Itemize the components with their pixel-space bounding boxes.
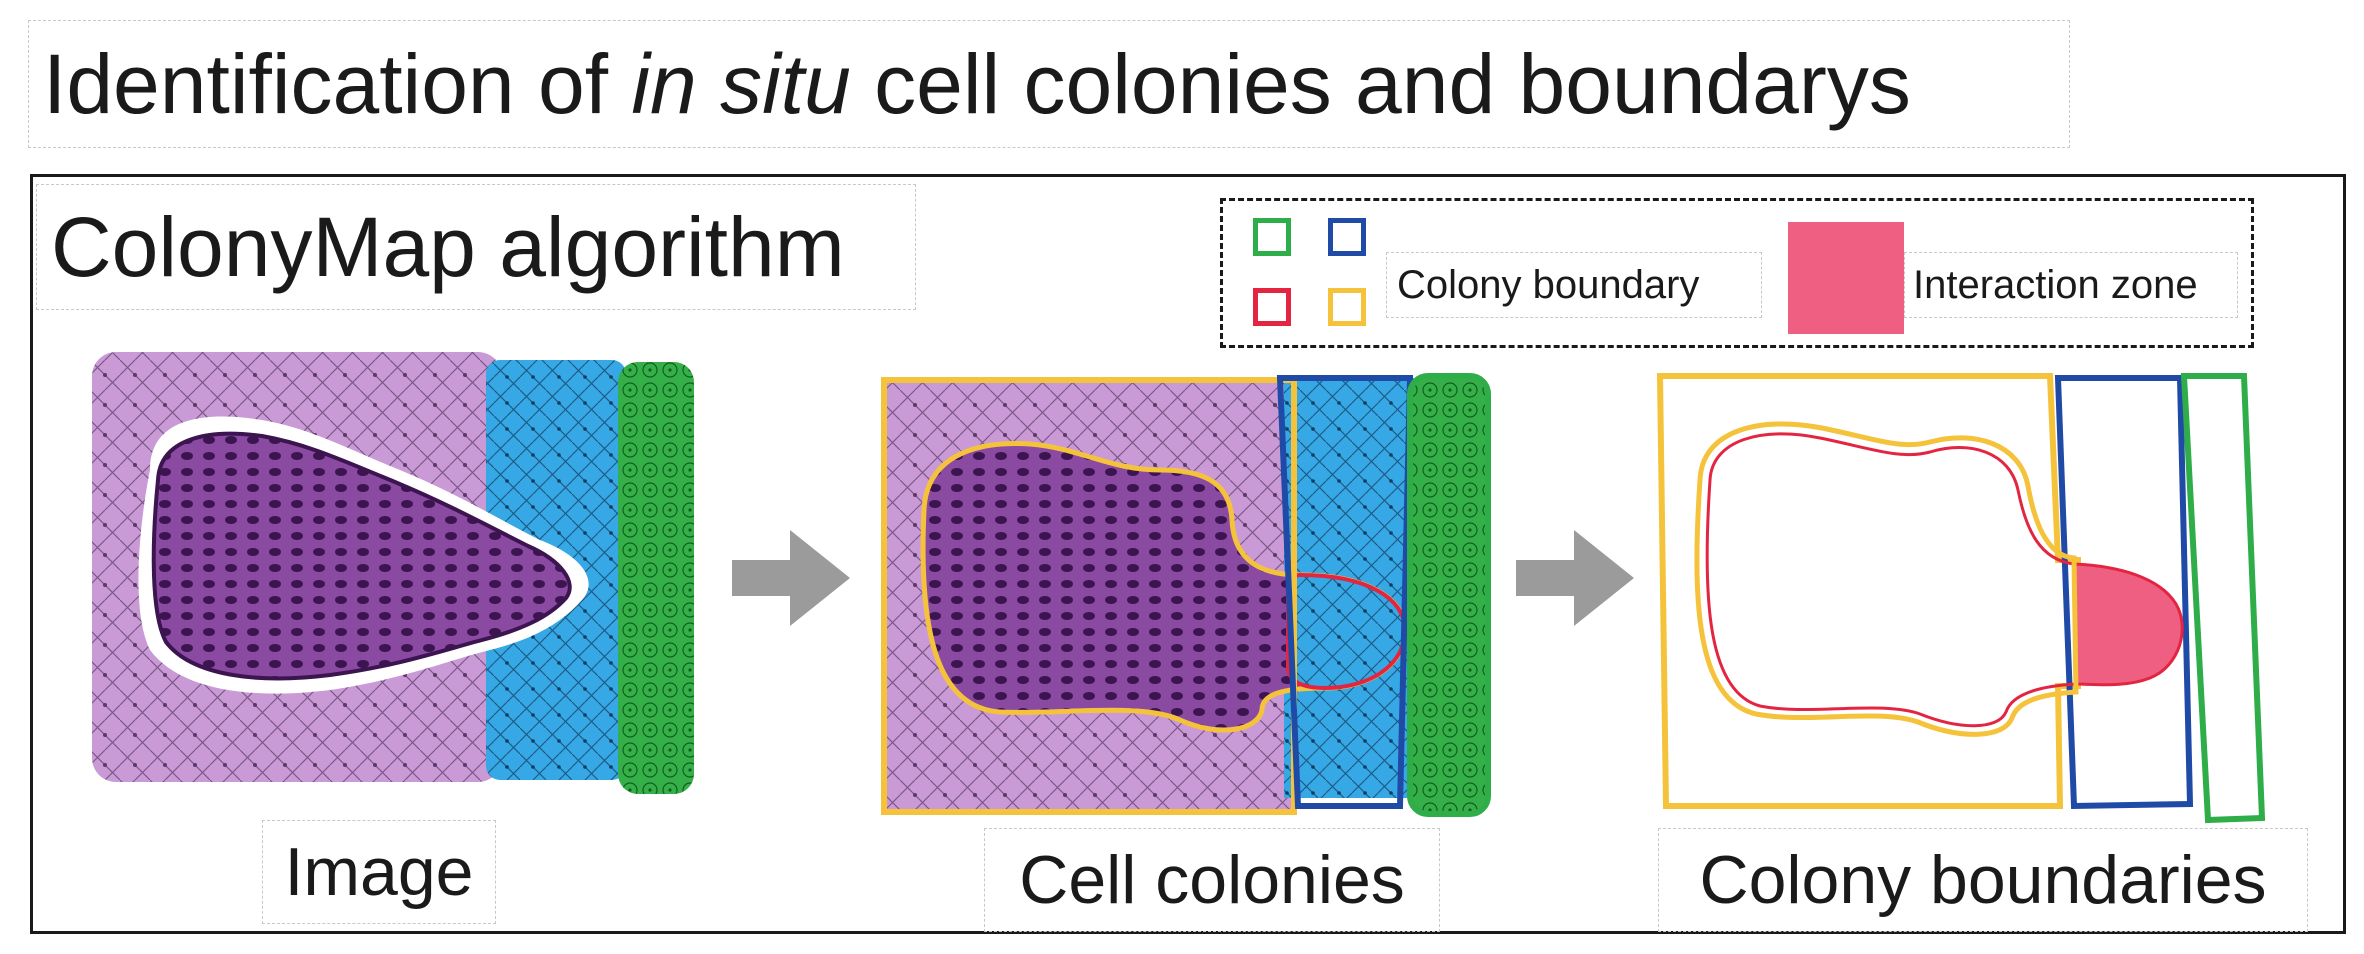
green-tissue xyxy=(1410,378,1486,812)
arrow-icon xyxy=(732,530,850,626)
dark-colony xyxy=(151,431,572,681)
title-italic: in situ xyxy=(631,36,851,131)
interaction-zone xyxy=(2072,562,2184,687)
legend-zone-label: Interaction zone xyxy=(1904,252,2238,318)
legend-boundary-label: Colony boundary xyxy=(1386,252,1762,318)
caption-image: Image xyxy=(262,820,496,924)
panel-frame xyxy=(30,174,2346,934)
legend xyxy=(1220,198,2254,348)
caption-cell-colonies: Cell colonies xyxy=(984,828,1440,932)
yellow-boundary xyxy=(881,377,1297,815)
figure-title: Identification of in situ cell colonies … xyxy=(28,20,2070,148)
legend-swatch-red xyxy=(1253,288,1291,326)
colonies-panel xyxy=(881,373,1491,817)
legend-swatch-yellow xyxy=(1328,288,1366,326)
blue-boundary xyxy=(2054,375,2194,810)
caption-colony-boundaries: Colony boundaries xyxy=(1658,828,2308,932)
legend-swatch-blue xyxy=(1328,218,1366,256)
green-boundary xyxy=(1407,373,1491,817)
legend-swatch-green xyxy=(1253,218,1291,256)
image-panel xyxy=(92,352,694,794)
title-suffix: cell colonies and boundarys xyxy=(850,36,1911,131)
arrow-icon xyxy=(1516,530,1634,626)
legend-zone-swatch xyxy=(1788,222,1904,334)
boundaries-panel xyxy=(1656,373,2266,824)
panel-heading: ColonyMap algorithm xyxy=(36,184,916,310)
green-tissue xyxy=(618,362,694,794)
red-boundary xyxy=(1705,432,2078,728)
blue-boundary xyxy=(1276,375,1414,809)
title-prefix: Identification of xyxy=(43,36,632,131)
yellow-colony-outline xyxy=(1694,421,2079,737)
green-boundary xyxy=(2180,373,2266,824)
